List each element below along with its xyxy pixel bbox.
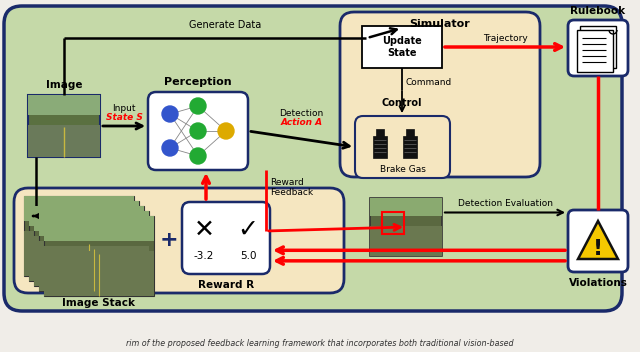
Text: Reward
Feedback: Reward Feedback: [270, 178, 313, 197]
Text: Reward R: Reward R: [198, 280, 254, 290]
Bar: [370, 198, 442, 256]
FancyBboxPatch shape: [148, 92, 248, 170]
Text: Detection: Detection: [280, 109, 324, 118]
Bar: [370, 226, 442, 256]
Text: ✓: ✓: [237, 218, 259, 242]
Bar: [24, 231, 134, 276]
FancyBboxPatch shape: [14, 188, 344, 293]
Bar: [373, 136, 387, 158]
Circle shape: [190, 123, 206, 139]
Bar: [577, 30, 613, 72]
Bar: [580, 26, 616, 68]
FancyBboxPatch shape: [340, 12, 540, 177]
FancyBboxPatch shape: [4, 6, 622, 311]
Text: Rulebook: Rulebook: [570, 6, 625, 16]
Text: Control: Control: [381, 98, 422, 108]
Bar: [39, 246, 149, 291]
Text: 5.0: 5.0: [240, 251, 256, 261]
Bar: [370, 198, 442, 216]
Text: -3.2: -3.2: [194, 251, 214, 261]
Text: Simulator: Simulator: [410, 19, 470, 29]
Bar: [29, 201, 139, 226]
Text: +: +: [160, 231, 179, 251]
Text: Detection Evaluation: Detection Evaluation: [458, 200, 552, 208]
FancyBboxPatch shape: [568, 20, 628, 76]
FancyBboxPatch shape: [355, 116, 450, 178]
Bar: [382, 212, 404, 234]
Bar: [29, 236, 139, 281]
Text: Command: Command: [406, 78, 452, 87]
Text: Trajectory: Trajectory: [483, 34, 527, 43]
Text: Violations: Violations: [568, 278, 627, 288]
Bar: [34, 206, 144, 286]
Bar: [44, 216, 154, 296]
Text: ✕: ✕: [193, 218, 214, 242]
Text: Input: Input: [112, 104, 136, 113]
Bar: [376, 129, 384, 137]
Bar: [28, 95, 100, 115]
Text: Generate Data: Generate Data: [189, 20, 261, 30]
Bar: [44, 251, 154, 296]
FancyBboxPatch shape: [182, 202, 270, 274]
Bar: [29, 201, 139, 281]
Bar: [406, 129, 414, 137]
Polygon shape: [578, 221, 618, 259]
Text: State S: State S: [106, 113, 143, 122]
Circle shape: [190, 98, 206, 114]
Bar: [362, 26, 442, 68]
Bar: [28, 125, 100, 157]
Text: Image Stack: Image Stack: [63, 298, 136, 308]
Bar: [34, 241, 144, 286]
Bar: [24, 196, 134, 276]
Text: Perception: Perception: [164, 77, 232, 87]
Bar: [44, 216, 154, 241]
Text: rim of the proposed feedback learning framework that incorporates both tradition: rim of the proposed feedback learning fr…: [126, 339, 514, 348]
Bar: [403, 136, 417, 158]
Bar: [39, 211, 149, 291]
Circle shape: [162, 106, 178, 122]
Bar: [34, 206, 144, 231]
Text: Image: Image: [45, 80, 83, 90]
Circle shape: [218, 123, 234, 139]
Bar: [39, 211, 149, 236]
Bar: [24, 196, 134, 221]
Circle shape: [190, 148, 206, 164]
Text: Brake Gas: Brake Gas: [380, 165, 426, 175]
Circle shape: [162, 140, 178, 156]
Bar: [28, 95, 100, 157]
FancyBboxPatch shape: [568, 210, 628, 272]
Text: !: !: [593, 239, 603, 259]
Text: Update
State: Update State: [382, 36, 422, 58]
Text: Action A: Action A: [280, 118, 323, 127]
